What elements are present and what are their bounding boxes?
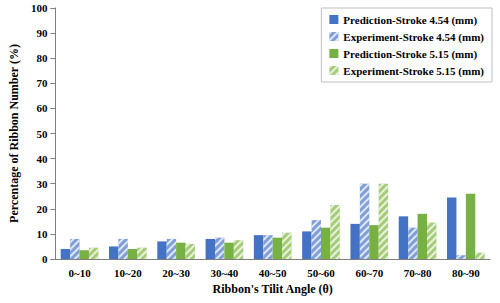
svg-text:50~60: 50~60 xyxy=(307,267,335,279)
svg-text:100: 100 xyxy=(31,2,48,14)
svg-text:Ribbon's Tilit Angle (θ): Ribbon's Tilit Angle (θ) xyxy=(213,282,333,296)
svg-text:10: 10 xyxy=(36,228,48,240)
svg-text:Experiment-Stroke 5.15 (mm): Experiment-Stroke 5.15 (mm) xyxy=(343,65,484,78)
svg-text:80~90: 80~90 xyxy=(452,267,480,279)
svg-text:30: 30 xyxy=(36,178,48,190)
svg-text:Prediction-Stroke 4.54 (mm): Prediction-Stroke 4.54 (mm) xyxy=(343,14,477,27)
svg-text:70: 70 xyxy=(36,77,48,89)
svg-text:40~50: 40~50 xyxy=(259,267,287,279)
svg-text:30~40: 30~40 xyxy=(211,267,239,279)
svg-text:20~30: 20~30 xyxy=(162,267,190,279)
svg-text:0: 0 xyxy=(42,253,48,265)
svg-text:Percentage of Ribbon Number (%: Percentage of Ribbon Number (%) xyxy=(7,44,21,223)
svg-text:10~20: 10~20 xyxy=(114,267,142,279)
svg-text:Experiment-Stroke 4.54 (mm): Experiment-Stroke 4.54 (mm) xyxy=(343,31,484,44)
svg-text:20: 20 xyxy=(36,203,48,215)
svg-text:0~10: 0~10 xyxy=(68,267,91,279)
svg-text:70~80: 70~80 xyxy=(404,267,432,279)
svg-text:60: 60 xyxy=(36,102,48,114)
svg-text:90: 90 xyxy=(36,27,48,39)
svg-text:Prediction-Stroke 5.15 (mm): Prediction-Stroke 5.15 (mm) xyxy=(343,48,477,61)
svg-text:50: 50 xyxy=(36,128,48,140)
svg-text:80: 80 xyxy=(36,52,48,64)
svg-text:40: 40 xyxy=(36,153,48,165)
svg-text:60~70: 60~70 xyxy=(355,267,383,279)
